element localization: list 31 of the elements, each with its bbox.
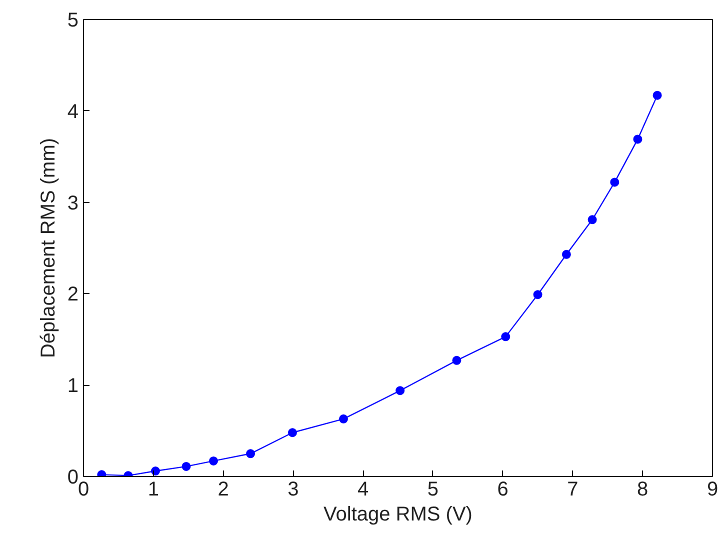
point (562, 250, 571, 259)
x-tick-label: 2 (218, 478, 229, 500)
x-tick-label: 1 (148, 478, 159, 500)
point (396, 386, 405, 396)
point (182, 462, 191, 471)
x-tick-label: 7 (567, 478, 578, 500)
point (150, 466, 160, 476)
x-tick-label: 4 (357, 478, 369, 500)
y-axis-title: Déplacement RMS (mm) (37, 138, 60, 358)
point (533, 290, 542, 300)
y-tick-label: 4 (67, 100, 78, 123)
point (633, 134, 642, 144)
y-tick-label: 3 (67, 192, 78, 214)
y-tick-label: 5 (67, 10, 78, 32)
point (652, 90, 662, 100)
y-tick-label: 2 (67, 284, 78, 306)
x-tick-label: 9 (706, 478, 718, 500)
x-tick-label: 8 (637, 478, 648, 500)
x-axis-title: Voltage RMS (V) (324, 504, 472, 526)
point (288, 428, 297, 438)
y-tick-label: 1 (67, 375, 78, 398)
point (588, 215, 597, 224)
x-tick-label: 6 (497, 478, 508, 500)
x-tick-label: 5 (427, 478, 439, 500)
x-tick-label: 3 (288, 478, 299, 500)
point (452, 356, 462, 365)
point (246, 449, 256, 458)
point (610, 178, 620, 187)
point (338, 414, 348, 424)
point (208, 456, 218, 466)
point (501, 332, 510, 342)
